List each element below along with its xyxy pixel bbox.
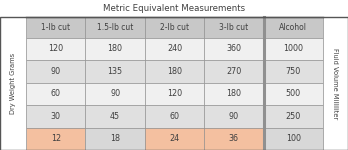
Text: 250: 250	[286, 112, 301, 121]
Bar	[86, 128, 145, 150]
Bar	[86, 105, 145, 128]
Bar	[204, 105, 263, 128]
Bar	[0, 17, 348, 150]
Text: 1.5-lb cut: 1.5-lb cut	[97, 23, 133, 32]
Bar	[86, 82, 145, 105]
Text: 180: 180	[108, 44, 122, 53]
Bar	[263, 82, 323, 105]
Text: 500: 500	[286, 89, 301, 98]
Text: 1-lb cut: 1-lb cut	[41, 23, 70, 32]
Text: Alcohol: Alcohol	[279, 23, 307, 32]
Bar	[26, 105, 86, 128]
Bar	[263, 128, 323, 150]
Bar	[145, 17, 204, 38]
Text: 36: 36	[229, 134, 239, 143]
Text: 135: 135	[108, 67, 123, 76]
Bar	[263, 105, 323, 128]
Bar	[323, 17, 348, 150]
Text: 360: 360	[227, 44, 242, 53]
Bar	[263, 60, 323, 82]
Bar	[204, 128, 263, 150]
Bar	[86, 60, 145, 82]
Text: 18: 18	[110, 134, 120, 143]
Bar	[204, 60, 263, 82]
Text: 60: 60	[169, 112, 180, 121]
Text: 90: 90	[229, 112, 239, 121]
Text: Fluid Volume Milliliter: Fluid Volume Milliliter	[332, 48, 339, 119]
Text: 45: 45	[110, 112, 120, 121]
Text: 60: 60	[51, 89, 61, 98]
Text: 90: 90	[51, 67, 61, 76]
Bar	[263, 17, 323, 38]
Bar	[0, 17, 26, 150]
Text: 100: 100	[286, 134, 301, 143]
Text: Dry Weight Grams: Dry Weight Grams	[10, 53, 16, 114]
Text: 180: 180	[167, 67, 182, 76]
Bar	[86, 38, 145, 60]
Bar	[26, 38, 86, 60]
Bar	[26, 17, 86, 38]
Bar	[26, 60, 86, 82]
Bar	[145, 38, 204, 60]
Bar	[204, 38, 263, 60]
Text: 1000: 1000	[283, 44, 303, 53]
Text: 120: 120	[48, 44, 63, 53]
Text: Metric Equivalent Measurements: Metric Equivalent Measurements	[103, 4, 246, 13]
Bar	[145, 82, 204, 105]
Bar	[204, 17, 263, 38]
Text: 750: 750	[286, 67, 301, 76]
Bar	[26, 128, 86, 150]
Text: 12: 12	[51, 134, 61, 143]
Text: 2-lb cut: 2-lb cut	[160, 23, 189, 32]
Text: 24: 24	[169, 134, 180, 143]
Text: 270: 270	[226, 67, 242, 76]
Text: 180: 180	[227, 89, 242, 98]
Bar	[204, 82, 263, 105]
Bar	[145, 105, 204, 128]
Bar	[145, 60, 204, 82]
Bar	[263, 38, 323, 60]
Text: 30: 30	[51, 112, 61, 121]
Text: 90: 90	[110, 89, 120, 98]
Bar	[26, 82, 86, 105]
Bar	[86, 17, 145, 38]
Text: 240: 240	[167, 44, 182, 53]
Text: 3-lb cut: 3-lb cut	[219, 23, 248, 32]
Bar	[145, 128, 204, 150]
Text: 120: 120	[167, 89, 182, 98]
